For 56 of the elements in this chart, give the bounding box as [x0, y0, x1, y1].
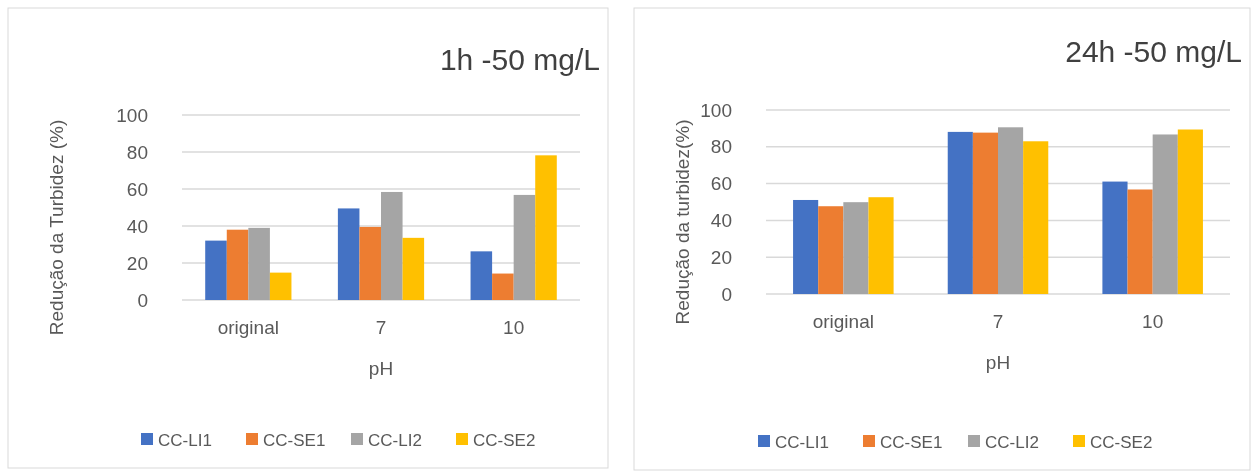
bar — [793, 199, 819, 294]
bar — [402, 237, 425, 300]
y-tick-label: 20 — [126, 252, 148, 274]
y-tick-label: 100 — [116, 104, 148, 126]
x-tick-label: original — [217, 317, 279, 338]
y-tick-label: 0 — [137, 289, 148, 311]
legend-label: CC-LI1 — [775, 432, 829, 452]
y-tick-label: 100 — [700, 99, 732, 121]
bar — [1177, 129, 1203, 294]
legend-label: CC-SE1 — [880, 432, 943, 452]
bar — [470, 251, 493, 300]
legend-label: CC-LI2 — [985, 432, 1039, 452]
x-tick-label: 7 — [375, 317, 387, 338]
bar — [359, 226, 381, 300]
bar — [535, 155, 557, 300]
legend-label: CC-LI1 — [158, 430, 212, 450]
bar — [972, 132, 998, 294]
chart-title: 24h -50 mg/L — [1065, 35, 1242, 68]
y-tick-label: 60 — [126, 178, 148, 200]
bar — [492, 273, 514, 300]
y-tick-label: 80 — [710, 136, 732, 158]
y-tick-label: 40 — [126, 215, 148, 237]
legend-label: CC-SE2 — [473, 430, 536, 450]
y-tick-label: 20 — [710, 246, 732, 268]
bar — [947, 131, 973, 294]
y-tick-label: 0 — [721, 283, 732, 305]
legend-label: CC-SE2 — [1090, 432, 1153, 452]
bar — [337, 208, 360, 300]
bar — [226, 229, 249, 300]
bar — [269, 272, 292, 300]
y-tick-label: 80 — [126, 141, 148, 163]
bar — [1127, 189, 1153, 294]
y-tick-label: 40 — [710, 210, 732, 232]
bar — [248, 227, 270, 300]
bar — [513, 194, 536, 300]
y-axis-title: Redução da Turbidez (%) — [46, 119, 67, 336]
x-tick-label: 10 — [1142, 311, 1164, 332]
legend-label: CC-LI2 — [368, 430, 422, 450]
x-tick-label: original — [812, 311, 874, 332]
x-tick-label: 7 — [992, 311, 1004, 332]
bar — [205, 240, 227, 300]
bar — [1102, 181, 1128, 294]
bar — [998, 127, 1024, 294]
chart-title: 1h -50 mg/L — [439, 43, 600, 76]
bar — [818, 206, 844, 294]
x-axis-title: pH — [368, 358, 394, 379]
bar — [381, 191, 403, 300]
bar — [868, 197, 894, 294]
x-tick-label: 10 — [503, 317, 525, 338]
y-tick-label: 60 — [710, 173, 732, 195]
x-axis-title: pH — [985, 352, 1011, 373]
legend-label: CC-SE1 — [263, 430, 326, 450]
bar — [1023, 141, 1049, 294]
bar — [1152, 134, 1178, 294]
y-axis-title: Redução da turbidez(%) — [672, 119, 693, 325]
bar — [843, 202, 869, 294]
